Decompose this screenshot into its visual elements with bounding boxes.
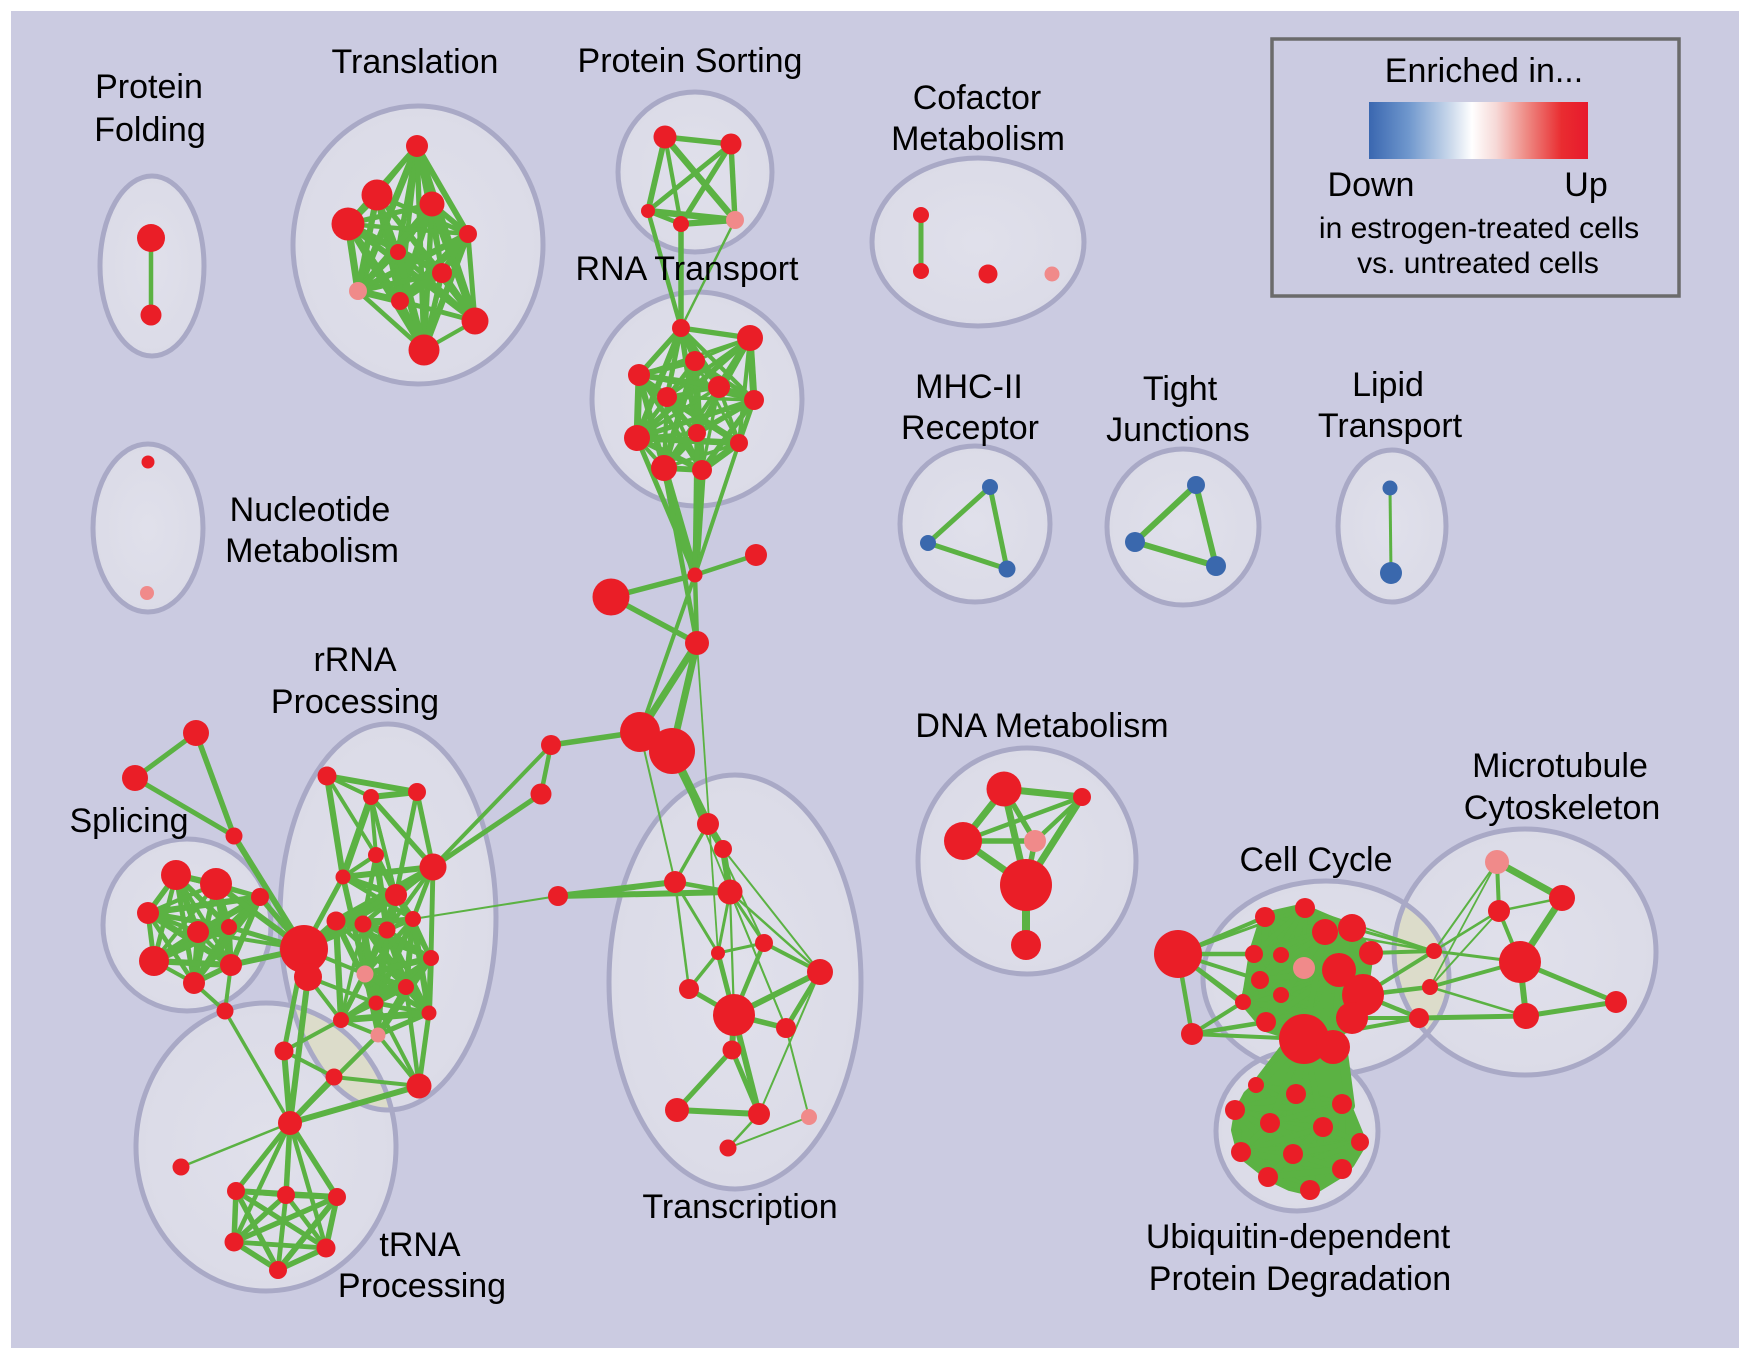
svg-text:in estrogen-treated cells: in estrogen-treated cells [1319, 212, 1639, 245]
svg-text:Microtubule: Microtubule [1472, 747, 1648, 785]
svg-text:Down: Down [1328, 166, 1415, 204]
svg-text:Lipid: Lipid [1352, 366, 1424, 404]
svg-text:Processing: Processing [338, 1267, 506, 1305]
svg-text:Nucleotide: Nucleotide [230, 491, 391, 529]
svg-text:Enriched in...: Enriched in... [1385, 52, 1583, 90]
svg-text:Tight: Tight [1143, 370, 1218, 408]
svg-text:Cofactor: Cofactor [913, 79, 1042, 117]
svg-text:MHC-II: MHC-II [915, 368, 1023, 406]
svg-text:Translation: Translation [332, 43, 499, 81]
svg-text:Protein Degradation: Protein Degradation [1149, 1260, 1451, 1298]
svg-text:Up: Up [1564, 166, 1607, 204]
svg-text:RNA Transport: RNA Transport [576, 250, 800, 288]
svg-text:Junctions: Junctions [1106, 411, 1250, 449]
svg-text:Splicing: Splicing [69, 802, 188, 840]
svg-text:Transcription: Transcription [642, 1188, 837, 1226]
svg-text:Ubiquitin-dependent: Ubiquitin-dependent [1146, 1218, 1451, 1256]
svg-text:Metabolism: Metabolism [225, 532, 399, 570]
svg-text:tRNA: tRNA [379, 1226, 461, 1264]
svg-text:Receptor: Receptor [901, 409, 1039, 447]
svg-text:Folding: Folding [94, 111, 206, 149]
svg-text:Transport: Transport [1318, 407, 1463, 445]
svg-text:rRNA: rRNA [313, 641, 396, 679]
svg-text:Protein Sorting: Protein Sorting [578, 42, 803, 80]
svg-text:vs. untreated cells: vs. untreated cells [1357, 247, 1599, 280]
svg-text:Metabolism: Metabolism [891, 120, 1065, 158]
svg-text:DNA Metabolism: DNA Metabolism [915, 707, 1168, 745]
svg-text:Cytoskeleton: Cytoskeleton [1464, 789, 1661, 827]
svg-text:Protein: Protein [95, 68, 203, 106]
svg-text:Processing: Processing [271, 683, 439, 721]
svg-text:Cell Cycle: Cell Cycle [1239, 841, 1392, 879]
